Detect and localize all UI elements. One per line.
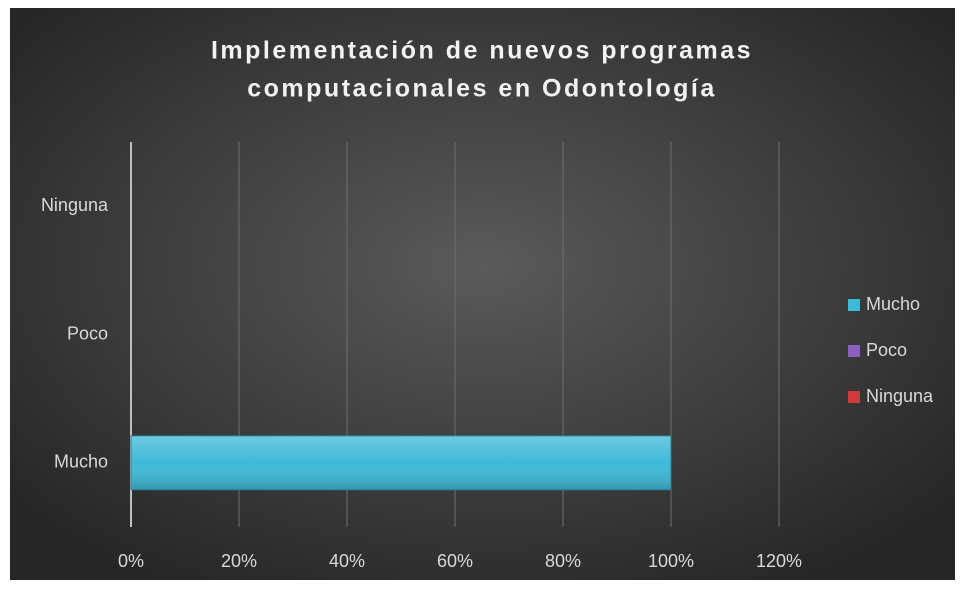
- legend-label: Poco: [866, 340, 907, 360]
- x-tick-label: 0%: [118, 551, 144, 571]
- legend-swatch: [848, 299, 860, 311]
- x-tick-label: 40%: [329, 551, 365, 571]
- x-tick-label: 60%: [437, 551, 473, 571]
- legend-label: Mucho: [866, 294, 920, 314]
- bar-shine: [130, 435, 672, 491]
- legend-label: Ninguna: [866, 386, 934, 406]
- x-tick-label: 20%: [221, 551, 257, 571]
- legend-swatch: [848, 345, 860, 357]
- legend-swatch: [848, 391, 860, 403]
- x-tick-label: 100%: [648, 551, 694, 571]
- y-tick-label: Poco: [67, 323, 108, 343]
- y-tick-label: Mucho: [54, 452, 108, 472]
- y-tick-label: Ninguna: [41, 195, 109, 215]
- chart-title: computacionales en Odontología: [247, 75, 716, 103]
- x-tick-label: 80%: [545, 551, 581, 571]
- chart-title: Implementación de nuevos programas: [211, 37, 753, 65]
- x-tick-label: 120%: [756, 551, 802, 571]
